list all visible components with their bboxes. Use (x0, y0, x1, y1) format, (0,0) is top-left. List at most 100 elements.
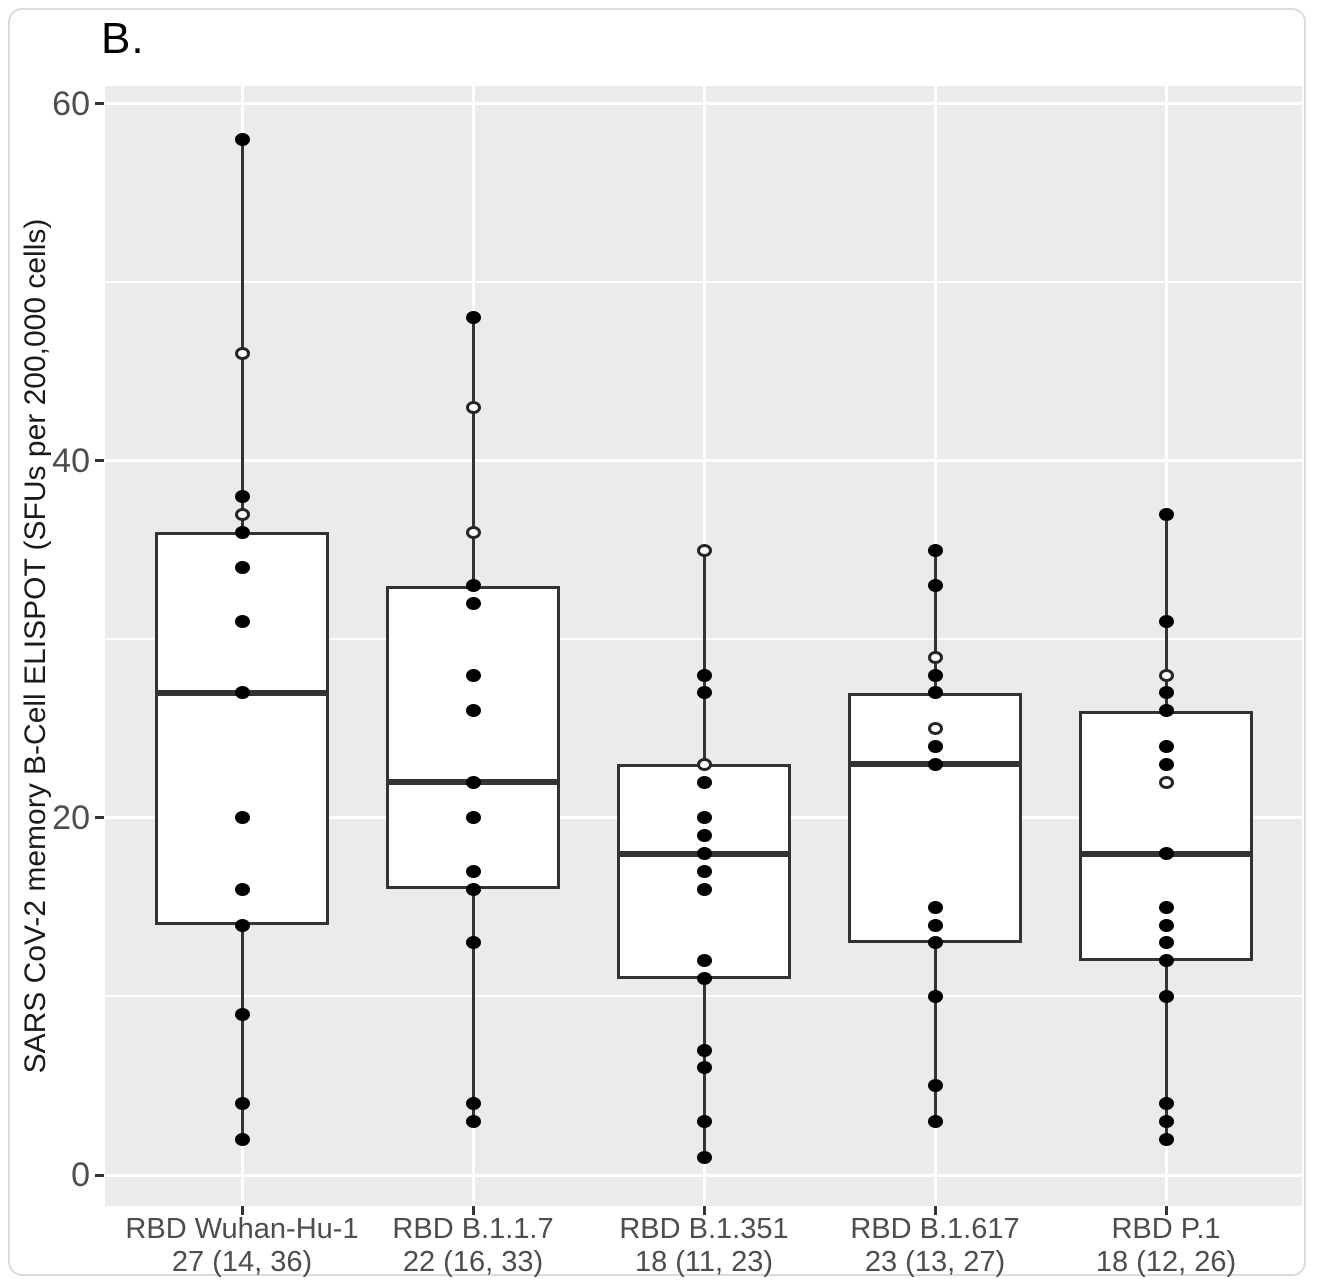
data-point-filled (234, 489, 250, 503)
x-axis-group-name: RBD Wuhan-Hu-1 (125, 1213, 359, 1245)
data-point-filled (465, 579, 481, 593)
data-point-filled (234, 1007, 250, 1021)
data-point-filled (234, 614, 250, 628)
data-point-filled (1158, 507, 1174, 521)
data-point-filled (696, 686, 712, 700)
data-point-filled (234, 686, 250, 700)
data-point-filled (234, 882, 250, 896)
data-point-filled (696, 864, 712, 878)
data-point-filled (465, 864, 481, 878)
data-point-filled (234, 525, 250, 539)
data-point-filled (465, 1097, 481, 1111)
data-point-filled (696, 1150, 712, 1164)
upper-whisker (702, 550, 706, 765)
lower-whisker (1164, 960, 1168, 1140)
data-point-open (1158, 775, 1174, 789)
data-point-filled (1158, 954, 1174, 968)
data-point-filled (696, 972, 712, 986)
data-point-filled (1158, 704, 1174, 718)
data-point-filled (927, 668, 943, 682)
x-axis-group-stats: 27 (14, 36) (171, 1246, 313, 1278)
y-axis-title: SARS CoV-2 memory B-Cell ELISPOT (SFUs p… (19, 218, 52, 1074)
lower-whisker (240, 925, 244, 1140)
data-point-filled (234, 1097, 250, 1111)
data-point-filled (465, 311, 481, 325)
data-point-filled (1158, 1132, 1174, 1146)
x-axis-tick (471, 1206, 475, 1215)
data-point-filled (465, 775, 481, 789)
data-point-filled (1158, 757, 1174, 771)
data-point-filled (465, 811, 481, 825)
data-point-open (927, 650, 943, 664)
x-axis-group-name: RBD B.1.351 (619, 1213, 789, 1245)
x-axis-label: RBD B.1.1.7 22 (16, 33) (333, 1213, 613, 1279)
data-point-filled (1158, 1097, 1174, 1111)
upper-whisker (933, 550, 937, 693)
upper-whisker (240, 139, 244, 533)
data-point-open (1158, 668, 1174, 682)
x-axis-group-stats: 18 (12, 26) (1095, 1246, 1237, 1278)
data-point-filled (927, 1114, 943, 1128)
box (155, 532, 329, 925)
data-point-filled (1158, 686, 1174, 700)
data-point-filled (1158, 989, 1174, 1003)
data-point-filled (696, 1061, 712, 1075)
x-axis-tick (933, 1206, 937, 1215)
data-point-open (927, 722, 943, 736)
data-point-filled (1158, 918, 1174, 932)
data-point-open (234, 347, 250, 361)
x-axis-group-name: RBD B.1.617 (850, 1213, 1020, 1245)
y-tick-label: 20 (52, 798, 90, 837)
data-point-filled (696, 668, 712, 682)
lower-whisker (471, 889, 475, 1122)
data-point-filled (927, 739, 943, 753)
data-point-filled (1158, 847, 1174, 861)
panel-label: B. (101, 14, 145, 63)
y-axis-tick (95, 102, 104, 106)
data-point-filled (234, 1132, 250, 1146)
x-axis-label: RBD B.1.617 23 (13, 27) (795, 1213, 1075, 1279)
data-point-filled (927, 686, 943, 700)
data-point-filled (927, 1079, 943, 1093)
y-tick-label: 60 (52, 84, 90, 123)
x-axis-tick (240, 1206, 244, 1215)
y-tick-label: 40 (52, 441, 90, 480)
data-point-filled (465, 597, 481, 611)
data-point-filled (696, 775, 712, 789)
data-point-filled (927, 900, 943, 914)
data-point-filled (696, 954, 712, 968)
x-axis-group-stats: 18 (11, 23) (634, 1246, 774, 1278)
data-point-filled (1158, 1114, 1174, 1128)
data-point-filled (465, 882, 481, 896)
data-point-open (234, 507, 250, 521)
x-axis-group-stats: 22 (16, 33) (402, 1246, 544, 1278)
y-axis-tick (95, 1173, 104, 1177)
x-axis-label: RBD B.1.351 18 (11, 23) (564, 1213, 844, 1279)
x-axis-group-name: RBD B.1.1.7 (392, 1213, 554, 1245)
data-point-filled (465, 704, 481, 718)
x-axis-group-stats: 23 (13, 27) (864, 1246, 1006, 1278)
y-axis-tick (95, 459, 104, 463)
data-point-filled (696, 1043, 712, 1057)
plot-panel (105, 86, 1302, 1206)
data-point-filled (465, 668, 481, 682)
data-point-filled (696, 811, 712, 825)
data-point-open (465, 400, 481, 414)
data-point-filled (465, 936, 481, 950)
box (386, 585, 560, 890)
data-point-filled (1158, 739, 1174, 753)
data-point-filled (927, 989, 943, 1003)
y-tick-label: 0 (71, 1156, 90, 1194)
data-point-filled (696, 829, 712, 843)
data-point-filled (1158, 614, 1174, 628)
data-point-filled (234, 132, 250, 146)
data-point-filled (234, 918, 250, 932)
data-point-filled (927, 579, 943, 593)
x-axis-group-name: RBD P.1 (1111, 1213, 1221, 1245)
upper-whisker (471, 317, 475, 586)
data-point-filled (1158, 900, 1174, 914)
data-point-open (465, 525, 481, 539)
x-axis-label: RBD P.1 18 (12, 26) (1026, 1213, 1306, 1279)
y-axis-tick (95, 816, 104, 820)
data-point-filled (1158, 936, 1174, 950)
